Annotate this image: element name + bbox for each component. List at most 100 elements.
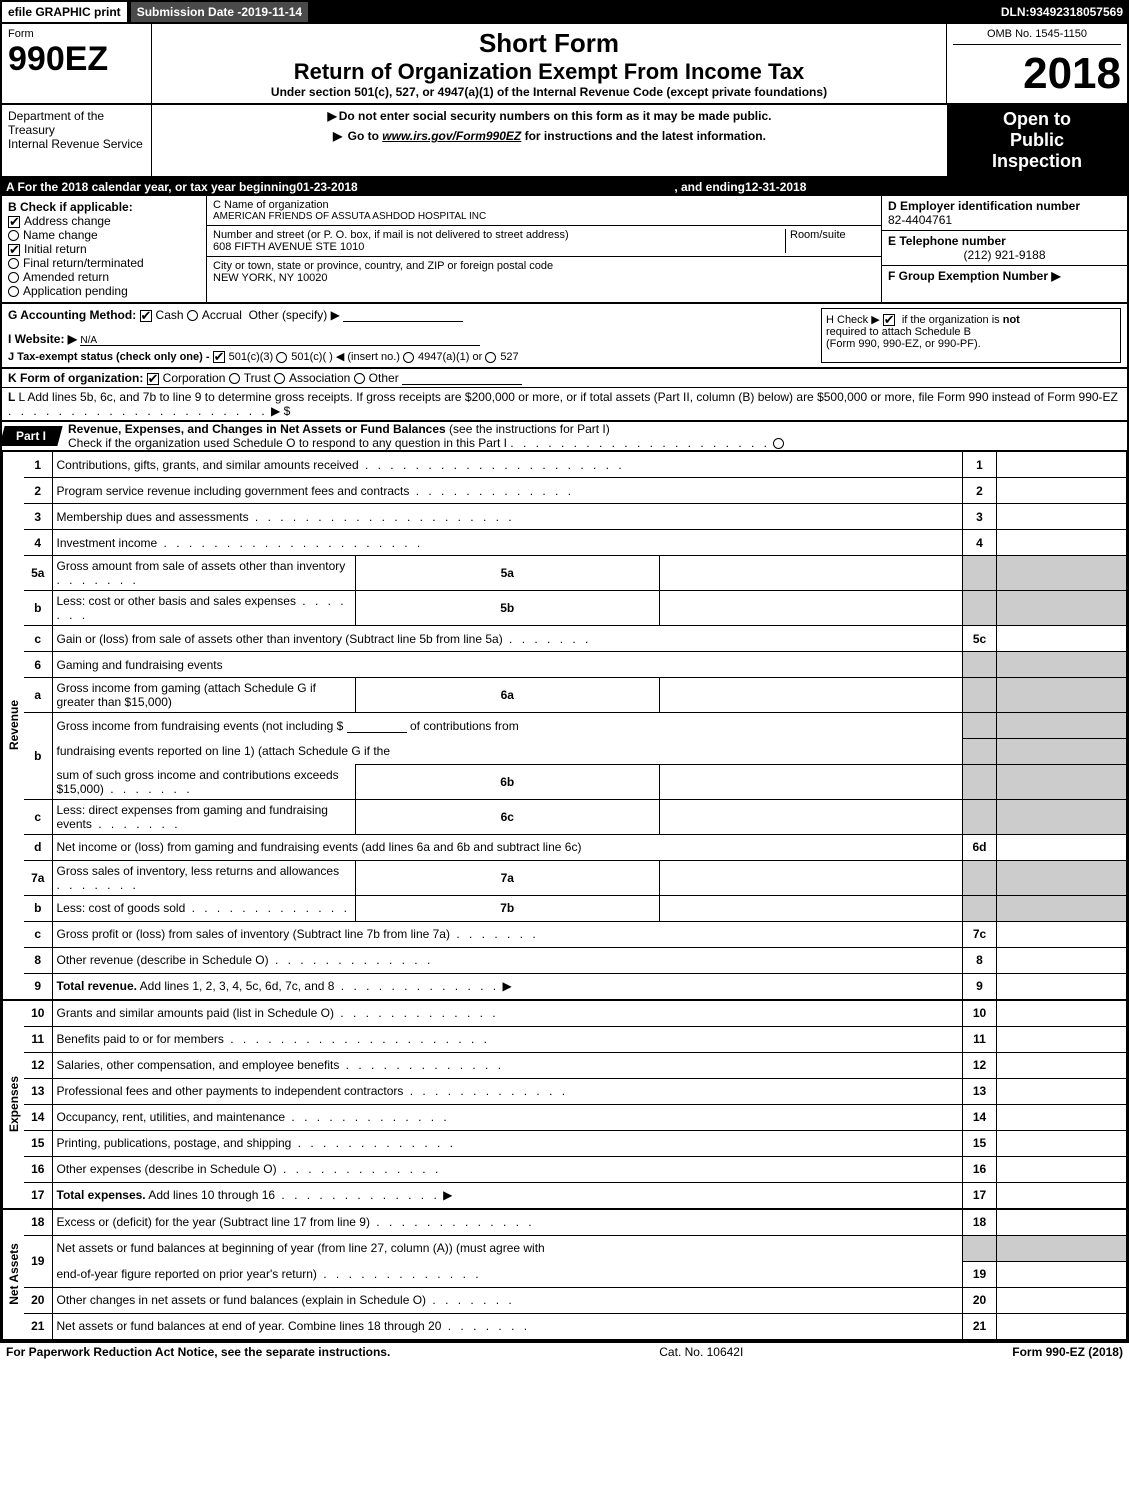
h-not: not	[1003, 314, 1020, 326]
val-9[interactable]	[997, 973, 1127, 999]
revenue-table: 1 Contributions, gifts, grants, and simi…	[24, 451, 1127, 1000]
k-line: K Form of organization: Corporation Trus…	[0, 369, 1129, 388]
other-specify-line[interactable]	[343, 308, 463, 322]
l9-desc: Add lines 1, 2, 3, 4, 5c, 6d, 7c, and 8	[137, 979, 334, 993]
efile-label[interactable]: efile GRAPHIC print	[0, 0, 129, 24]
rt-9: 9	[963, 973, 997, 999]
val-5a[interactable]	[659, 556, 963, 591]
val-1[interactable]	[997, 452, 1127, 478]
sub-6b: 6b	[356, 765, 660, 800]
chk-application-pending[interactable]	[8, 286, 19, 297]
sub-6c: 6c	[356, 799, 660, 834]
chk-527[interactable]	[485, 352, 496, 363]
f-group-label: F Group Exemption Number ▶	[888, 269, 1121, 283]
lbl-accrual: Accrual	[202, 308, 242, 322]
val-14[interactable]	[997, 1104, 1127, 1130]
sub-7b: 7b	[356, 895, 660, 921]
lbl-application-pending: Application pending	[23, 284, 128, 298]
val-13[interactable]	[997, 1078, 1127, 1104]
chk-amended-return[interactable]	[8, 272, 19, 283]
l10-desc: Grants and similar amounts paid (list in…	[57, 1006, 334, 1020]
chk-corporation[interactable]	[147, 373, 159, 385]
val-4[interactable]	[997, 530, 1127, 556]
val-6b2-shade	[997, 739, 1127, 765]
cal-begin: 01-23-2018	[296, 180, 357, 194]
val-18[interactable]	[997, 1209, 1127, 1235]
val-10[interactable]	[997, 1000, 1127, 1026]
chk-initial-return[interactable]	[8, 244, 20, 256]
val-6b[interactable]	[659, 765, 963, 800]
c-street: 608 FIFTH AVENUE STE 1010	[213, 241, 785, 253]
chk-address-change[interactable]	[8, 216, 20, 228]
val-12[interactable]	[997, 1052, 1127, 1078]
expenses-section: Expenses 10 Grants and similar amounts p…	[0, 1000, 1129, 1209]
val-3[interactable]	[997, 504, 1127, 530]
chk-association[interactable]	[274, 373, 285, 384]
val-6-shade	[997, 652, 1127, 678]
l15-desc: Printing, publications, postage, and shi…	[57, 1136, 292, 1150]
chk-501c[interactable]	[276, 352, 287, 363]
revenue-vlabel: Revenue	[2, 451, 24, 1000]
chk-other-org[interactable]	[354, 373, 365, 384]
chk-trust[interactable]	[229, 373, 240, 384]
chk-name-change[interactable]	[8, 230, 19, 241]
ln-7b: b	[24, 895, 52, 921]
page-footer: For Paperwork Reduction Act Notice, see …	[0, 1342, 1129, 1361]
l1-desc: Contributions, gifts, grants, and simila…	[57, 458, 359, 472]
ln-7c: c	[24, 921, 52, 947]
val-8[interactable]	[997, 947, 1127, 973]
rt-6-shade	[963, 652, 997, 678]
val-16[interactable]	[997, 1156, 1127, 1182]
l6b-amount[interactable]	[347, 719, 407, 733]
rt-1: 1	[963, 452, 997, 478]
open-to-public: Open to Public Inspection	[947, 105, 1127, 176]
val-17[interactable]	[997, 1182, 1127, 1208]
val-19[interactable]	[997, 1261, 1127, 1287]
h-line3: (Form 990, 990-EZ, or 990-PF).	[826, 338, 981, 350]
netassets-table: 18 Excess or (deficit) for the year (Sub…	[24, 1209, 1127, 1340]
val-6a[interactable]	[659, 678, 963, 713]
lbl-527: 527	[500, 351, 518, 363]
c-room-label: Room/suite	[785, 229, 875, 253]
rt-19: 19	[963, 1261, 997, 1287]
val-11[interactable]	[997, 1026, 1127, 1052]
chk-h[interactable]	[883, 314, 895, 326]
val-7a[interactable]	[659, 860, 963, 895]
l-arrow: ▶ $	[271, 404, 290, 418]
val-2[interactable]	[997, 478, 1127, 504]
val-21[interactable]	[997, 1313, 1127, 1339]
val-15[interactable]	[997, 1130, 1127, 1156]
val-6d[interactable]	[997, 834, 1127, 860]
val-6c[interactable]	[659, 799, 963, 834]
lbl-cash: Cash	[156, 308, 184, 322]
ln-17: 17	[24, 1182, 52, 1208]
irs-link[interactable]: www.irs.gov/Form990EZ	[382, 129, 521, 143]
open-line2: Public	[953, 130, 1121, 151]
rt-5b-shade	[963, 591, 997, 626]
l21-desc: Net assets or fund balances at end of ye…	[57, 1319, 442, 1333]
chk-schedule-o[interactable]	[773, 438, 784, 449]
dln-value: 93492318057569	[1030, 5, 1123, 19]
ln-3: 3	[24, 504, 52, 530]
chk-final-return[interactable]	[8, 258, 19, 269]
val-20[interactable]	[997, 1287, 1127, 1313]
l7a-desc: Gross sales of inventory, less returns a…	[57, 864, 340, 878]
part1-check-line: Check if the organization used Schedule …	[68, 436, 507, 450]
chk-accrual[interactable]	[187, 310, 198, 321]
ln-6b: b	[24, 713, 52, 800]
j-label: J Tax-exempt status (check only one) -	[8, 351, 213, 363]
val-5c[interactable]	[997, 626, 1127, 652]
open-line1: Open to	[953, 109, 1121, 130]
ln-14: 14	[24, 1104, 52, 1130]
l6-desc: Gaming and fundraising events	[52, 652, 963, 678]
l6b-2: fundraising events reported on line 1) (…	[52, 739, 963, 765]
val-5b[interactable]	[659, 591, 963, 626]
website-line[interactable]: N/A	[80, 332, 480, 346]
val-7b[interactable]	[659, 895, 963, 921]
rt-6c-shade	[963, 799, 997, 834]
other-org-line[interactable]	[402, 371, 522, 385]
chk-501c3[interactable]	[213, 351, 225, 363]
val-7c[interactable]	[997, 921, 1127, 947]
chk-cash[interactable]	[140, 310, 152, 322]
chk-4947[interactable]	[403, 352, 414, 363]
